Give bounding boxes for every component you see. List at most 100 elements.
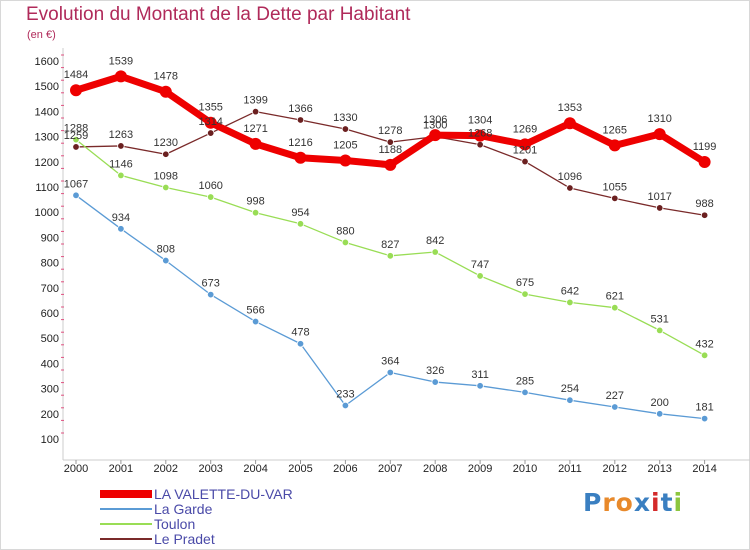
x-tick-label: 2007 [378,463,402,475]
data-point-la-garde [117,225,125,233]
data-point-le-pradet [341,125,350,133]
data-point-le-pradet [386,138,394,146]
data-point-la-valette-du-var [474,129,487,142]
x-tick-label: 2004 [243,463,267,475]
data-label-la-garde: 934 [112,212,130,224]
data-point-la-valette-du-var [204,116,217,129]
data-point-le-pradet [566,184,574,192]
data-point-toulon [611,304,619,312]
data-label-la-garde: 1067 [64,178,88,190]
data-point-la-garde [476,382,484,390]
data-point-la-garde [521,388,529,397]
data-label-toulon: 998 [246,196,264,208]
data-label-le-pradet: 1263 [109,129,133,141]
data-point-la-garde [72,191,80,200]
data-point-la-valette-du-var [519,138,531,151]
data-point-toulon [521,290,529,298]
data-point-la-garde [206,290,215,299]
data-label-la-valette-du-var: 1269 [513,123,537,135]
data-label-la-garde: 181 [695,402,713,414]
data-label-le-pradet: 988 [695,198,713,210]
data-point-toulon [566,298,574,307]
data-label-toulon: 747 [471,259,489,271]
logo-letter: i [651,488,661,517]
x-tick-label: 2005 [288,463,312,475]
data-label-la-valette-du-var: 1310 [647,113,671,125]
data-label-la-valette-du-var: 1271 [243,123,267,135]
logo-letter: t [660,488,674,517]
data-point-toulon [206,193,215,201]
data-label-toulon: 1288 [64,123,88,135]
data-point-le-pradet [521,157,529,166]
data-label-le-pradet: 1366 [288,103,312,115]
data-label-la-garde: 227 [606,390,624,402]
data-point-le-pradet [206,129,215,137]
data-point-la-valette-du-var [114,70,127,83]
legend-label: La Garde [154,501,213,517]
y-tick-label: 100 [41,434,59,446]
data-point-la-valette-du-var [563,117,576,130]
data-point-la-garde [341,401,350,410]
legend-label: LA VALETTE-DU-VAR [154,486,293,502]
legend-item-toulon: Toulon [100,516,300,532]
data-point-la-valette-du-var [429,129,442,142]
data-point-la-garde [611,403,619,411]
data-label-le-pradet: 1017 [647,191,671,203]
legend-item-la-valette-du-var: LA VALETTE-DU-VAR [100,486,300,502]
data-point-toulon [251,209,260,217]
y-tick-label: 200 [41,409,59,421]
data-label-toulon: 827 [381,239,399,251]
data-label-toulon: 1146 [109,158,133,170]
data-label-le-pradet: 1201 [513,145,537,157]
data-point-la-valette-du-var [294,151,307,164]
legend-swatch [100,508,152,510]
data-point-la-garde [431,378,439,386]
data-label-la-valette-du-var: 1353 [558,102,582,114]
data-label-le-pradet: 1259 [64,130,88,142]
data-label-la-valette-du-var: 1199 [693,141,717,153]
data-label-la-valette-du-var: 1484 [64,69,88,81]
data-label-la-garde: 673 [202,278,220,290]
data-label-le-pradet: 1268 [468,128,492,140]
data-label-la-valette-du-var: 1355 [198,102,222,114]
data-point-toulon [700,351,709,360]
data-point-le-pradet [117,142,125,150]
data-point-le-pradet [162,150,170,158]
data-point-la-valette-du-var [384,158,397,171]
data-point-le-pradet [656,204,664,212]
data-label-la-valette-du-var: 1304 [468,115,492,127]
data-point-le-pradet [296,116,305,124]
data-point-le-pradet [700,211,709,219]
data-point-toulon [296,220,305,228]
data-point-la-valette-du-var [698,156,711,169]
data-point-la-valette-du-var [339,154,352,167]
data-label-le-pradet: 1278 [378,125,402,137]
logo-letter: o [615,488,634,517]
x-tick-label: 2013 [647,463,671,475]
data-point-la-garde [656,410,664,418]
data-point-toulon [386,252,394,260]
y-tick-label: 1100 [35,182,59,194]
data-label-toulon: 1060 [198,180,222,192]
data-label-la-valette-du-var: 1539 [109,55,133,67]
data-label-la-valette-du-var: 1216 [288,137,312,149]
y-tick-label: 500 [41,333,59,345]
data-point-toulon [341,238,350,247]
data-point-la-garde [251,317,260,326]
data-label-la-valette-du-var: 1205 [333,140,357,152]
data-point-le-pradet [72,143,80,151]
data-label-le-pradet: 1314 [198,116,222,128]
legend-swatch [100,490,152,498]
y-tick-label: 900 [41,232,59,244]
data-label-le-pradet: 1330 [333,112,357,124]
data-label-le-pradet: 1399 [243,95,267,107]
data-label-toulon: 954 [291,207,309,219]
x-tick-label: 2003 [198,463,222,475]
data-point-la-garde [162,256,170,265]
y-tick-label: 1200 [35,157,59,169]
data-label-le-pradet: 1096 [558,171,582,183]
data-label-toulon: 675 [516,277,534,289]
data-point-la-valette-du-var [70,84,82,97]
y-tick-label: 1000 [35,207,59,219]
x-tick-label: 2014 [692,463,716,475]
